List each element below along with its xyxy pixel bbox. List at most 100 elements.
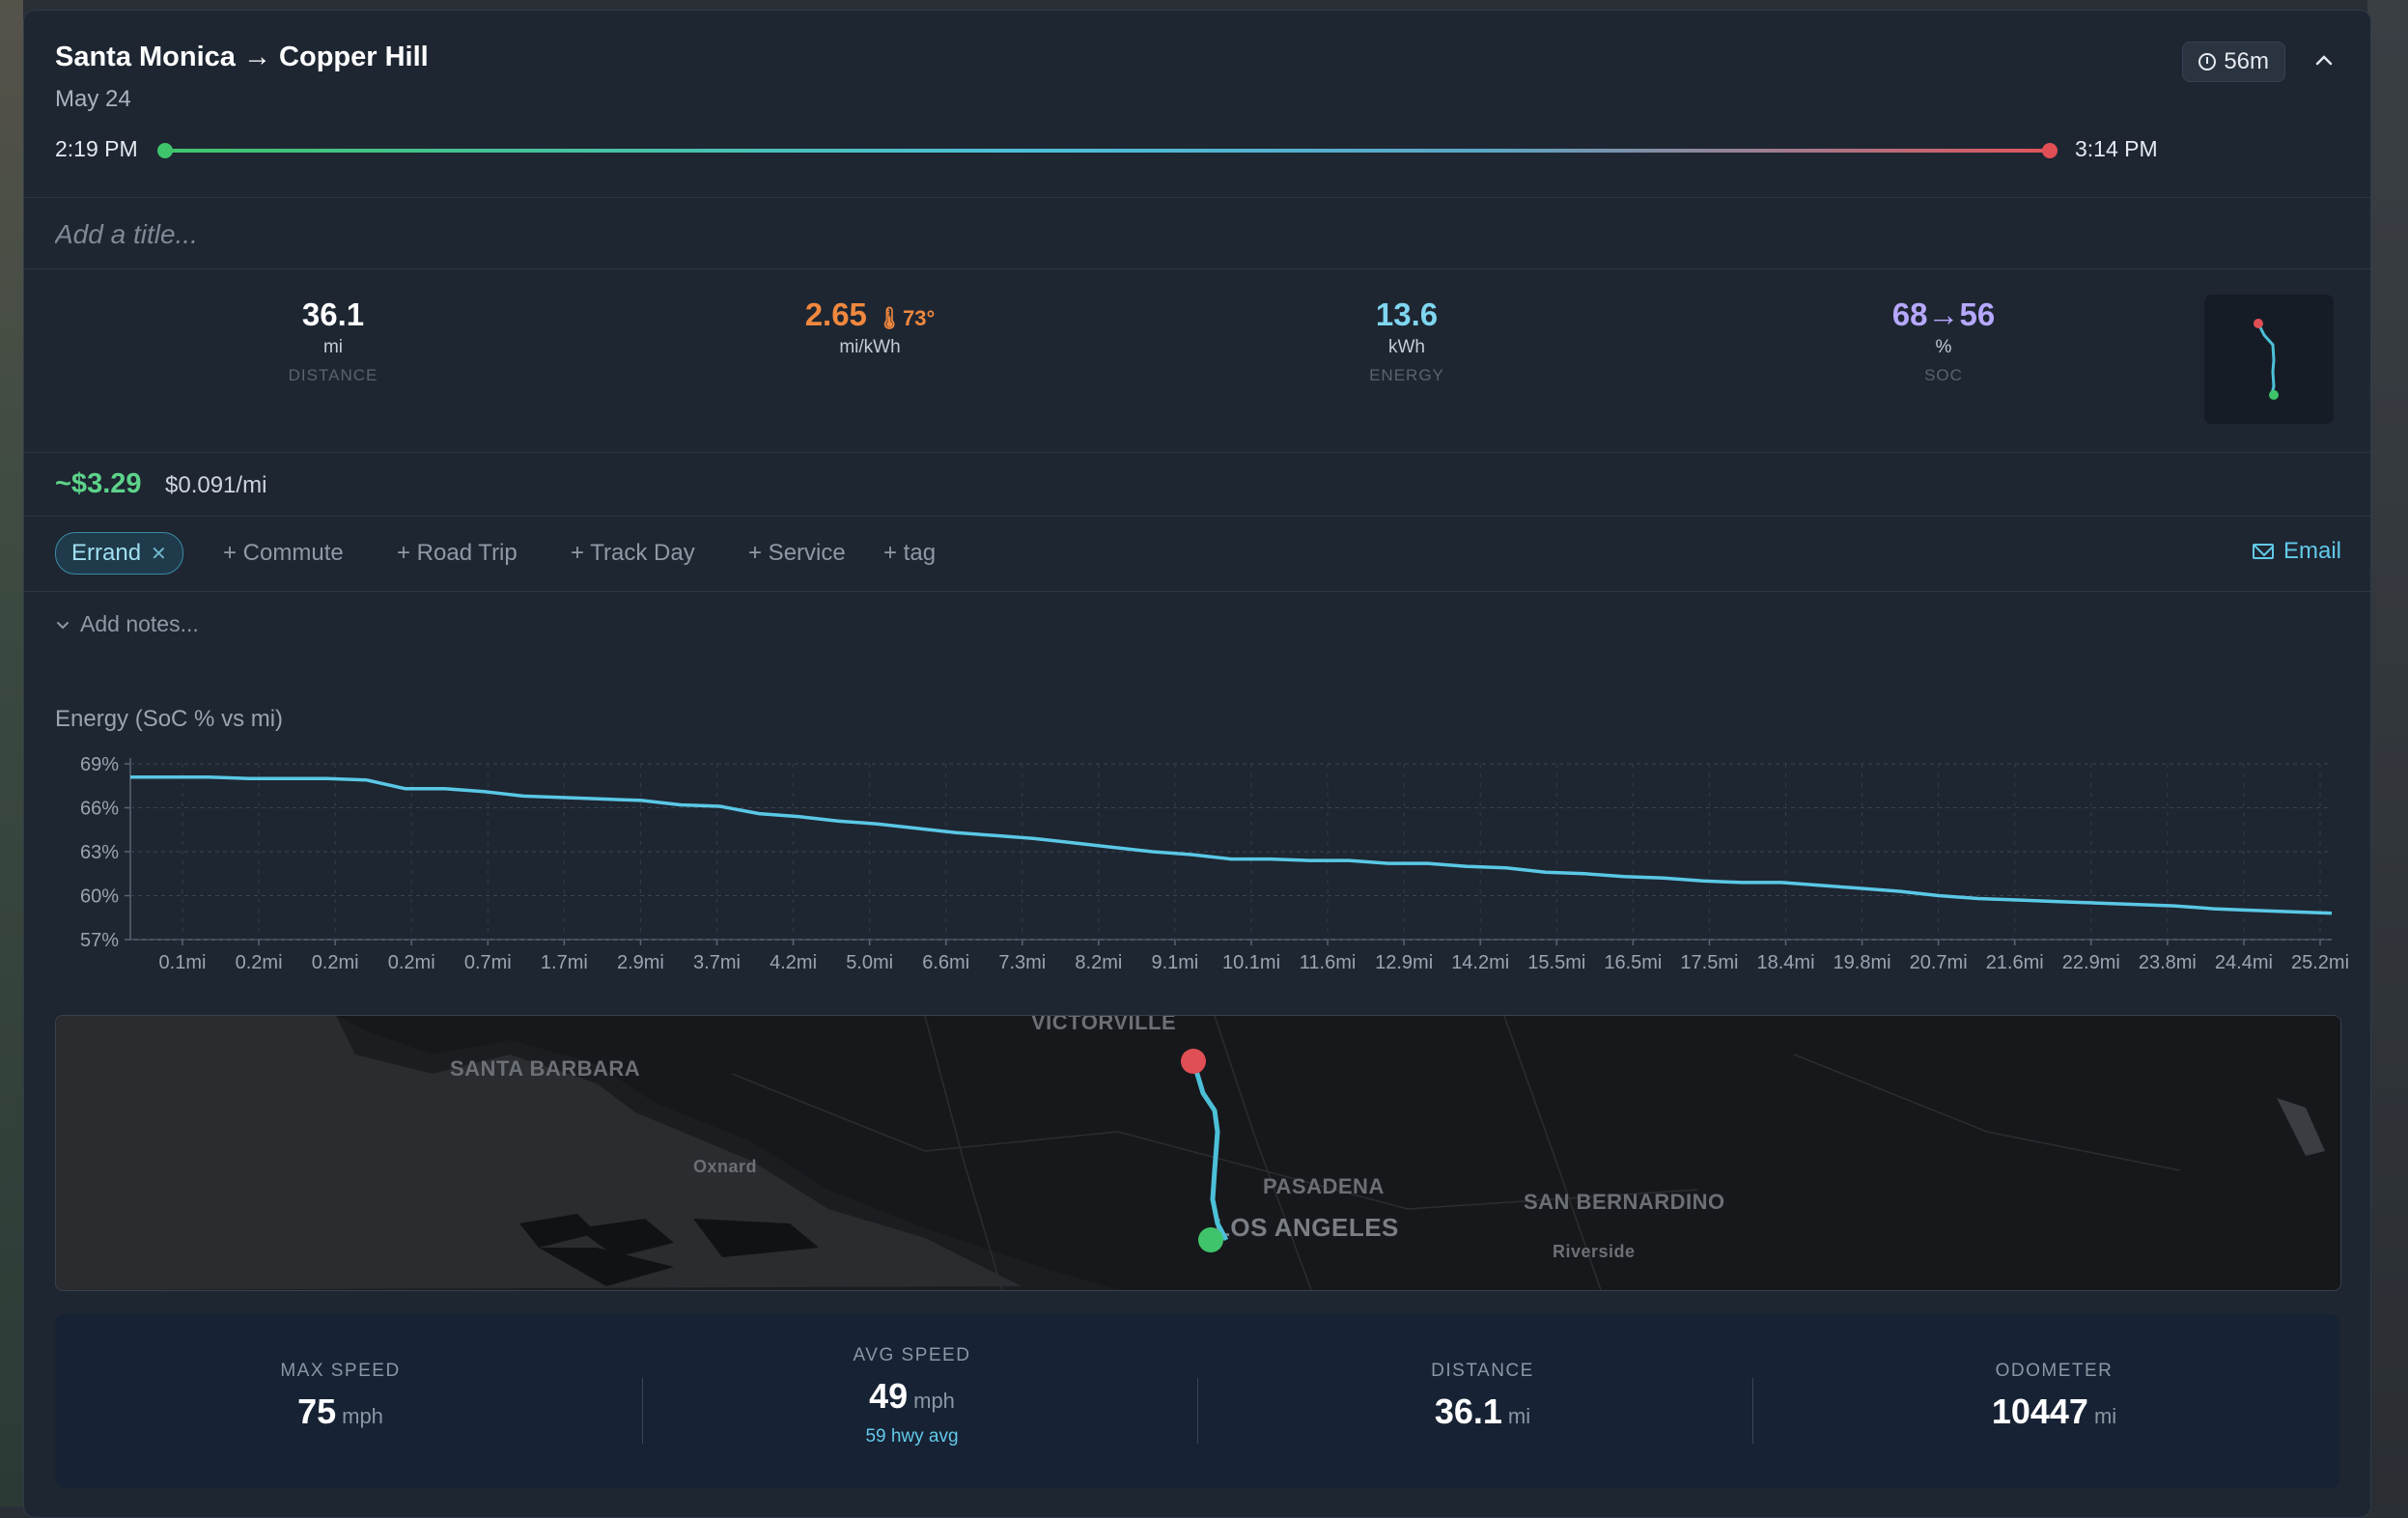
avg-speed-unit: mph: [913, 1389, 955, 1413]
x-tick-label: 6.6mi: [922, 952, 969, 973]
avg-speed-value: 49: [869, 1376, 909, 1416]
x-tick-label: 3.7mi: [693, 952, 741, 973]
x-tick-label: 20.7mi: [1910, 952, 1968, 973]
cost-per-mile: $0.091/mi: [165, 472, 267, 498]
remove-tag-icon[interactable]: ✕: [151, 543, 167, 565]
stat-energy: 13.6 kWh ENERGY: [1281, 296, 1532, 385]
distance-value: 36.1: [1434, 1392, 1502, 1431]
tag-add-track-day[interactable]: + Track Day: [571, 540, 695, 566]
trip-date: May 24: [55, 86, 131, 112]
x-tick-label: 21.6mi: [1986, 952, 2044, 973]
distance-unit: mi: [1507, 1404, 1531, 1428]
x-tick-label: 2.9mi: [617, 952, 664, 973]
divider: [24, 452, 2370, 453]
speed-summary: MAX SPEED 75 mph AVG SPEED 49 mph 59 hwy a…: [55, 1314, 2339, 1488]
summary-separator: [1752, 1378, 1753, 1444]
stat-energy-value: 13.6: [1375, 296, 1439, 332]
x-tick-label: 8.2mi: [1075, 952, 1122, 973]
stat-distance-label: DISTANCE: [288, 366, 378, 384]
tag-errand[interactable]: Errand ✕: [55, 532, 183, 575]
divider: [24, 516, 2370, 517]
x-tick-label: 9.1mi: [1151, 952, 1198, 973]
odometer-unit: mi: [2093, 1404, 2117, 1428]
tag-add-commute[interactable]: + Commute: [223, 540, 344, 566]
map-label-riverside: Riverside: [1553, 1242, 1636, 1261]
max-speed-label: MAX SPEED: [280, 1361, 401, 1381]
chevron-up-icon: [2315, 55, 2333, 66]
route-thumbnail-path: [2254, 319, 2279, 400]
add-notes-toggle[interactable]: Add notes...: [55, 611, 199, 637]
x-tick-label: 0.2mi: [236, 952, 283, 973]
chart-title: Energy (SoC % vs mi): [55, 706, 284, 732]
end-dot: [2042, 143, 2058, 158]
add-notes-label: Add notes...: [80, 611, 199, 636]
divider: [24, 591, 2370, 592]
stat-soc-unit: %: [1935, 337, 1952, 357]
x-tick-label: 7.3mi: [998, 952, 1046, 973]
summary-avg-speed: AVG SPEED 49 mph 59 hwy avg: [627, 1314, 1197, 1488]
start-dot: [157, 143, 173, 158]
clock-icon: [2198, 53, 2217, 70]
trip-title: Santa Monica → Copper Hill: [55, 42, 429, 72]
x-tick-label: 10.1mi: [1222, 952, 1280, 973]
collapse-button[interactable]: [2307, 43, 2341, 78]
x-tick-label: 0.7mi: [464, 952, 512, 973]
x-tick-label: 24.4mi: [2215, 952, 2273, 973]
end-time: 3:14 PM: [2075, 136, 2158, 161]
map-label-victorville: VICTORVILLE: [1031, 1015, 1177, 1034]
tag-add-service[interactable]: + Service: [748, 540, 846, 566]
map-label-san-bernardino: SAN BERNARDINO: [1524, 1190, 1725, 1214]
map-label-pasadena: PASADENA: [1263, 1174, 1385, 1198]
max-speed-unit: mph: [342, 1404, 383, 1428]
soc-series-line: [130, 774, 2333, 915]
mail-icon: [2252, 544, 2274, 559]
x-tick-label: 0.2mi: [312, 952, 359, 973]
title-input[interactable]: [55, 213, 1214, 256]
x-tick-label: 23.8mi: [2139, 952, 2197, 973]
thermometer-icon: 🌡: [876, 306, 904, 330]
summary-separator: [1197, 1378, 1198, 1444]
stat-soc-value: 68→56: [1891, 296, 1996, 332]
tag-errand-label: Errand: [71, 540, 142, 566]
background-left: [0, 0, 23, 1506]
stat-distance-unit: mi: [322, 337, 344, 357]
x-tick-label: 14.2mi: [1451, 952, 1509, 973]
soc-chart: 69% 66% 63% 60% 57% 0.1mi 0.2mi 0.2mi 0.2mi 0.7mi…: [80, 754, 2349, 973]
background-right: [2367, 0, 2408, 1506]
hwy-avg: 59 hwy avg: [865, 1426, 959, 1447]
chevron-down-icon: [57, 621, 69, 629]
stat-efficiency-unit: mi/kWh: [839, 337, 901, 357]
summary-separator: [642, 1378, 643, 1444]
x-tick-label: 5.0mi: [846, 952, 893, 973]
x-tick-label: 4.2mi: [770, 952, 817, 973]
divider: [24, 268, 2370, 269]
y-tick-label: 63%: [80, 842, 119, 863]
x-tick-label: 1.7mi: [541, 952, 588, 973]
stat-efficiency-temp: 73°: [903, 306, 936, 330]
odometer-label: ODOMETER: [1995, 1361, 2114, 1381]
stat-soc: 68→56 % SOC: [1818, 296, 2069, 385]
tag-add-custom[interactable]: + tag: [883, 540, 937, 566]
email-button[interactable]: Email: [2252, 538, 2341, 565]
summary-odometer: ODOMETER 10447 mi: [1769, 1314, 2339, 1488]
duration-badge: 56m: [2182, 42, 2285, 82]
avg-speed-label: AVG SPEED: [853, 1345, 971, 1365]
route-map[interactable]: SANTA BARBARA VICTORVILLE Oxnard PASADEN…: [55, 1015, 2341, 1291]
stat-efficiency: 2.65 🌡73° mi/kWh: [744, 296, 995, 358]
x-tick-label: 19.8mi: [1834, 952, 1891, 973]
y-tick-label: 66%: [80, 799, 119, 820]
x-tick-label: 11.6mi: [1300, 952, 1357, 973]
stat-energy-label: ENERGY: [1369, 366, 1444, 384]
x-tick-label: 12.9mi: [1375, 952, 1433, 973]
map-label-santa-barbara: SANTA BARBARA: [450, 1056, 641, 1081]
timeline-bar: [165, 149, 2050, 153]
stat-energy-unit: kWh: [1388, 337, 1425, 357]
map-label-los-angeles: LOS ANGELES: [1215, 1213, 1399, 1242]
tag-add-road-trip[interactable]: + Road Trip: [397, 540, 518, 566]
x-tick-label: 0.1mi: [159, 952, 207, 973]
duration-value: 56m: [2224, 48, 2269, 74]
route-thumbnail[interactable]: [2204, 295, 2334, 424]
y-tick-label: 69%: [80, 754, 119, 775]
stat-efficiency-value: 2.65: [804, 296, 867, 332]
route-line: [1181, 1049, 1229, 1252]
